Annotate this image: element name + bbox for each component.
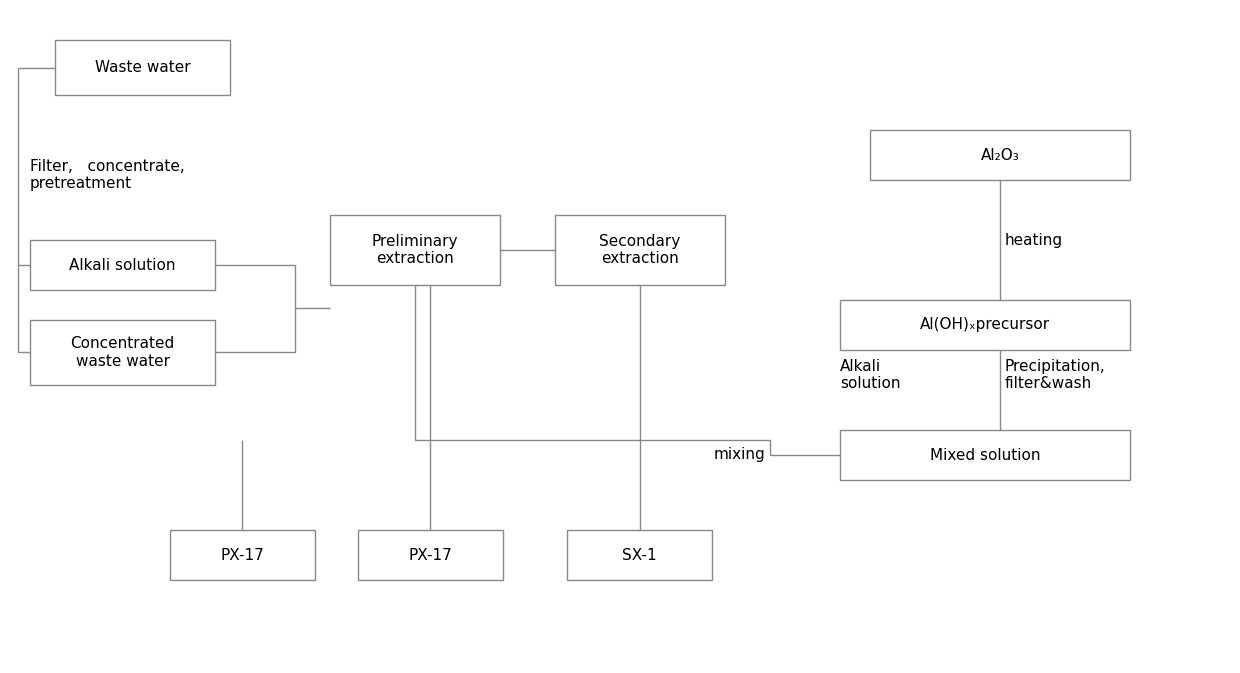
Bar: [556, 215, 725, 285]
Bar: [567, 530, 712, 580]
Text: heating: heating: [1004, 232, 1063, 248]
Text: Al₂O₃: Al₂O₃: [981, 147, 1019, 162]
Text: Alkali
solution: Alkali solution: [839, 359, 900, 391]
Text: Filter,   concentrate,
pretreatment: Filter, concentrate, pretreatment: [30, 159, 185, 191]
Bar: [330, 215, 500, 285]
Text: Preliminary
extraction: Preliminary extraction: [372, 234, 459, 267]
Bar: [839, 430, 1130, 480]
Text: Mixed solution: Mixed solution: [930, 448, 1040, 462]
Text: Concentrated
waste water: Concentrated waste water: [71, 336, 175, 369]
Text: PX-17: PX-17: [409, 548, 453, 563]
Text: Secondary
extraction: Secondary extraction: [599, 234, 681, 267]
Text: Waste water: Waste water: [94, 60, 190, 75]
Text: mixing: mixing: [713, 448, 765, 462]
Text: PX-17: PX-17: [221, 548, 264, 563]
Text: Alkali solution: Alkali solution: [69, 258, 176, 273]
Text: Al(OH)ₓprecursor: Al(OH)ₓprecursor: [920, 318, 1050, 332]
Text: Precipitation,
filter&wash: Precipitation, filter&wash: [1004, 359, 1106, 391]
Bar: [30, 240, 215, 290]
Bar: [30, 320, 215, 385]
Bar: [358, 530, 503, 580]
Bar: [839, 300, 1130, 350]
Text: SX-1: SX-1: [622, 548, 657, 563]
Bar: [870, 130, 1130, 180]
Bar: [55, 40, 229, 95]
Bar: [170, 530, 315, 580]
